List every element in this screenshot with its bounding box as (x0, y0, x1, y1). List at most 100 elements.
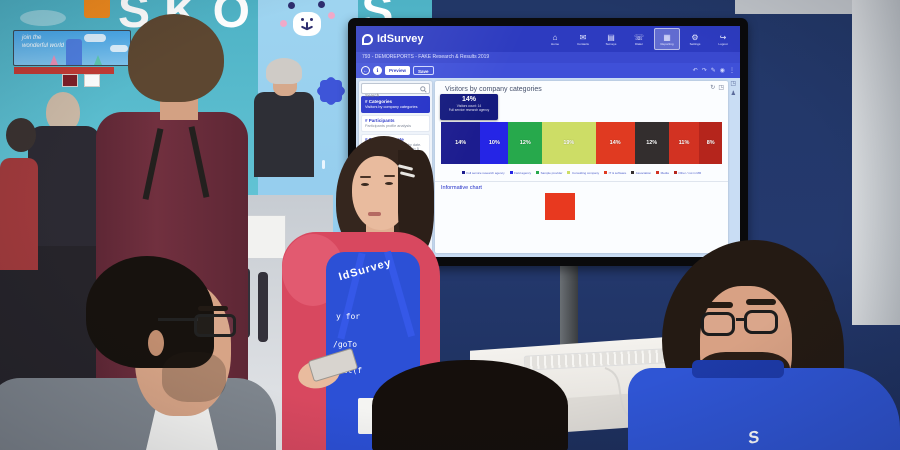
fullscreen-icon[interactable]: ◳ (718, 85, 724, 91)
dialer-icon: ☏ (633, 32, 644, 42)
save-button[interactable]: Save (413, 66, 434, 75)
foreground-back-head (372, 360, 568, 450)
tshirt-code-line: /goTo (333, 340, 358, 349)
llama-cheek (280, 20, 287, 27)
legend-item[interactable]: Association (631, 169, 651, 176)
nav-item-dialer[interactable]: ☏ Dialer (626, 28, 652, 50)
crowd-person-head (6, 118, 36, 152)
tree-illustration (94, 55, 102, 65)
tshirt-code-line: y for (336, 312, 361, 321)
legend-label: Other / not in MR (678, 170, 702, 175)
legend-item[interactable]: Field agency (509, 169, 532, 176)
kiosk-caption-line2: wonderful world (22, 43, 65, 49)
informative-chart-bar[interactable] (545, 193, 575, 220)
chart-card-icons: ↻ ◳ (710, 84, 724, 91)
sidebar-item-participants[interactable]: # Participants Participants profile anal… (361, 114, 430, 132)
segment-value: 12% (519, 140, 531, 146)
back-icon[interactable]: ← (361, 66, 370, 75)
legend-label: Full service research agency (466, 170, 505, 175)
search-input[interactable] (362, 91, 429, 100)
segment-value: 14% (609, 140, 621, 146)
nav-item-surveys[interactable]: ▤ Surveys (598, 28, 624, 50)
poster (84, 74, 100, 87)
cloud-shape (20, 10, 66, 26)
llama-muzzle (293, 12, 321, 36)
glasses-arm (158, 318, 198, 321)
legend-label: IT & software (608, 170, 627, 175)
nav-label: Settings (689, 41, 701, 46)
chart-legend: Full service research agency Field agenc… (441, 169, 722, 176)
sidebar-item-categories[interactable]: # Categories Visitors by company categor… (361, 96, 430, 113)
starburst-square (315, 75, 347, 107)
info-icon[interactable]: ℹ (373, 66, 382, 75)
llama-mouth (306, 22, 308, 29)
nav-item-logout[interactable]: ↪ Logout (710, 28, 736, 50)
legend-item[interactable]: IT & software (604, 169, 626, 176)
nav-item-contacts[interactable]: ✉ Contacts (570, 28, 596, 50)
chart-card: Visitors by company categories ↻ ◳ 14% V… (435, 81, 728, 253)
fullscreen-icon[interactable]: ◳ (730, 81, 736, 87)
legend-item[interactable]: Media (656, 169, 669, 176)
pillar-dash (322, 160, 325, 169)
nav-label: Surveys (605, 41, 617, 46)
bar-segment[interactable]: 10% (480, 122, 509, 164)
glasses-lens (744, 310, 778, 334)
right-man-collar (692, 360, 784, 378)
bar-segment[interactable]: 12% (508, 122, 543, 164)
refresh-icon[interactable]: ↻ (710, 85, 716, 91)
legend-label: Field agency (514, 170, 532, 175)
legend-item[interactable]: Other / not in MR (673, 169, 702, 176)
bar-segment[interactable]: 19% (542, 122, 596, 164)
user-icon[interactable]: ♟ (730, 91, 736, 97)
edit-icon[interactable]: ✎ (710, 68, 716, 74)
left-man-eyebrow (198, 306, 228, 311)
legend-item[interactable]: Consulting company (567, 169, 599, 176)
nav-item-settings[interactable]: ⚙ Settings (682, 28, 708, 50)
llama-eye (288, 2, 295, 9)
surveys-icon: ▤ (607, 32, 615, 42)
report-toolbar: ← ℹ Preview Save ↶ ↷ ✎ ◉ ⋮ (356, 63, 740, 78)
nav-label: Logout (718, 41, 728, 46)
redo-icon[interactable]: ↷ (701, 68, 707, 74)
legend-swatch (461, 171, 465, 174)
legend-swatch (567, 171, 571, 174)
woman-eyebrow (384, 175, 395, 177)
legend-item[interactable]: Sample provider (536, 169, 562, 176)
glasses-lens (701, 312, 735, 336)
chart-tooltip: 14% Visitors count: 14 Full service rese… (440, 94, 498, 120)
bar-segment[interactable]: 14% (595, 122, 635, 164)
undo-icon[interactable]: ↶ (692, 68, 698, 74)
bar-segment[interactable]: 12% (634, 122, 669, 164)
legend-label: Media (660, 170, 669, 175)
left-man-suit (0, 378, 276, 450)
crowd-person-red-jacket (0, 158, 38, 270)
bar-segment[interactable]: 14% (441, 122, 481, 164)
sidebar-item-title: # Categories (365, 99, 393, 104)
segment-value: 12% (646, 140, 658, 146)
left-man-ear (148, 330, 164, 356)
legend-swatch (604, 171, 608, 174)
bar-segment[interactable]: 11% (668, 122, 700, 164)
nav-label: Dialer (635, 41, 643, 46)
legend-swatch (631, 171, 635, 174)
chart-title: Visitors by company categories (445, 86, 542, 93)
kiosk-red-banner (14, 67, 114, 74)
legend-label: Association (635, 170, 652, 175)
nav-item-home[interactable]: ⌂ Home (542, 28, 568, 50)
nav-label: Reporting (660, 41, 674, 46)
segment-value: 10% (488, 140, 500, 146)
standing-man-hair (128, 14, 224, 102)
app-nav: ⌂ Home ✉ Contacts ▤ Surveys ☏ Dialer ▦ (542, 28, 736, 50)
bar-segment[interactable]: 8% (699, 122, 722, 164)
legend-item[interactable]: Full service research agency (461, 169, 505, 176)
tree-illustration (50, 55, 58, 65)
nav-item-reporting[interactable]: ▦ Reporting (654, 28, 680, 50)
preview-button[interactable]: Preview (385, 66, 411, 75)
record-icon[interactable]: ◉ (719, 68, 725, 74)
crowd-person-body (28, 126, 100, 246)
second-section-title: Informative chart (441, 185, 482, 191)
right-man-eyebrow (703, 302, 733, 308)
more-icon[interactable]: ⋮ (729, 68, 735, 74)
divider (435, 181, 728, 182)
